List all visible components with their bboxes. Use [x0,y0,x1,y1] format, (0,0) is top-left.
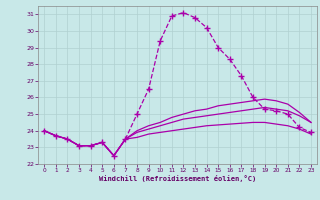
X-axis label: Windchill (Refroidissement éolien,°C): Windchill (Refroidissement éolien,°C) [99,175,256,182]
